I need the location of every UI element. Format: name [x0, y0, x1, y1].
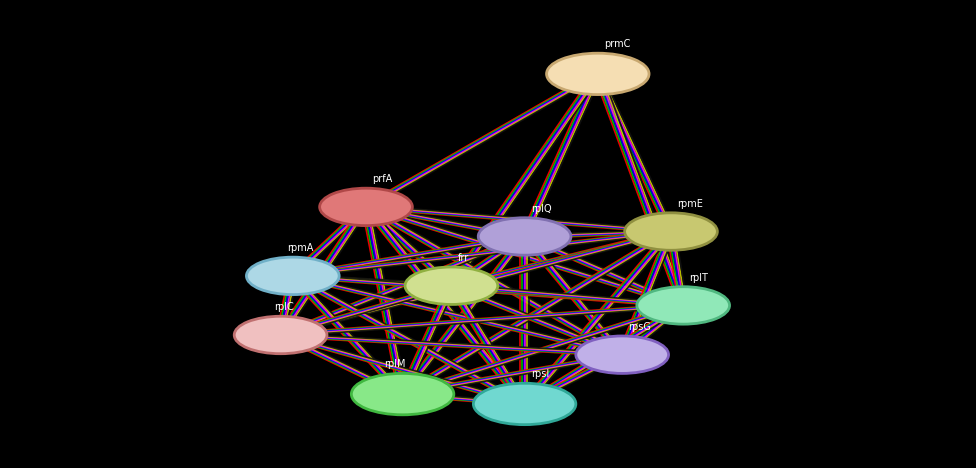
Text: rpsI: rpsI	[531, 369, 549, 380]
Circle shape	[473, 383, 576, 424]
Circle shape	[576, 336, 669, 373]
Text: prfA: prfA	[372, 174, 392, 184]
Text: rpmA: rpmA	[287, 243, 313, 253]
Circle shape	[246, 257, 340, 294]
Text: rplT: rplT	[689, 273, 709, 283]
Text: rpsG: rpsG	[629, 322, 651, 332]
Circle shape	[320, 188, 413, 226]
Circle shape	[625, 213, 717, 250]
Circle shape	[637, 287, 730, 324]
Text: rpmE: rpmE	[677, 199, 703, 209]
Text: frr: frr	[458, 253, 468, 263]
Text: rplM: rplM	[385, 359, 406, 369]
Circle shape	[405, 267, 498, 305]
Circle shape	[547, 53, 649, 95]
Circle shape	[351, 373, 454, 415]
Text: rplC: rplC	[274, 302, 294, 312]
Circle shape	[234, 316, 327, 354]
Text: rplQ: rplQ	[531, 204, 551, 214]
Text: prmC: prmC	[604, 39, 630, 49]
Circle shape	[478, 218, 571, 255]
